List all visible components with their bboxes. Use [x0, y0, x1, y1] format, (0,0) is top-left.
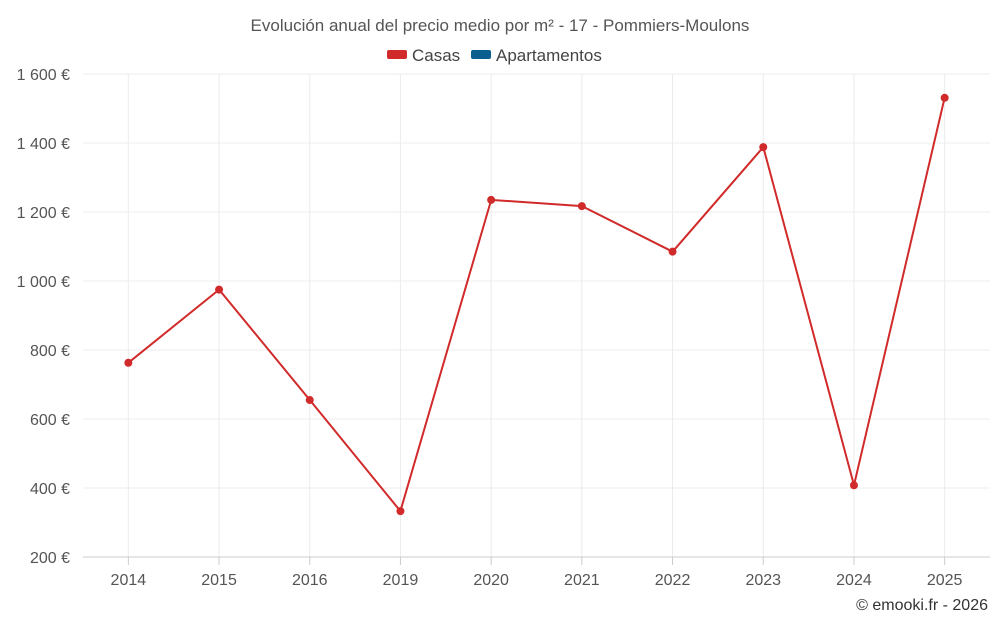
legend-label-apartamentos: Apartamentos	[496, 46, 602, 65]
data-point-casas-2024[interactable]	[849, 481, 858, 490]
chart-title: Evolución anual del precio medio por m² …	[251, 16, 750, 35]
y-tick-label: 1 400 €	[17, 136, 70, 153]
data-point-casas-2015[interactable]	[215, 285, 224, 294]
x-tick-label: 2014	[111, 572, 147, 589]
data-point-casas-2014[interactable]	[124, 358, 133, 367]
legend: Casas Apartamentos	[387, 46, 602, 65]
data-point-casas-2025[interactable]	[940, 93, 949, 102]
series-line-casas	[127, 97, 946, 514]
y-tick-label: 200 €	[30, 550, 70, 567]
data-point-casas-2022[interactable]	[668, 247, 677, 256]
x-tick-label: 2023	[745, 572, 781, 589]
x-tick-label: 2021	[564, 572, 600, 589]
x-tick-label: 2020	[473, 572, 509, 589]
legend-item-casas[interactable]: Casas	[387, 46, 460, 65]
data-point-casas-2023[interactable]	[759, 143, 768, 152]
data-point-casas-2016[interactable]	[305, 396, 314, 405]
x-tick-label: 2024	[836, 572, 872, 589]
y-tick-label: 1 600 €	[17, 67, 70, 84]
x-tick-label: 2022	[655, 572, 691, 589]
data-point-casas-2020[interactable]	[487, 195, 496, 204]
x-axis-ticks: 2014 2015 2016 2019 2020 2021 2022 2023 2024 2025	[111, 557, 963, 589]
credit-text: © emooki.fr - 2026	[856, 597, 988, 614]
legend-item-apartamentos[interactable]: Apartamentos	[471, 46, 602, 65]
x-tick-label: 2025	[927, 572, 963, 589]
y-gridlines	[83, 73, 990, 489]
y-tick-label: 1 000 €	[17, 274, 70, 291]
x-gridlines	[127, 74, 946, 557]
y-tick-label: 600 €	[30, 412, 70, 429]
legend-label-casas: Casas	[412, 46, 460, 65]
y-tick-label: 800 €	[30, 343, 70, 360]
y-tick-label: 1 200 €	[17, 205, 70, 222]
x-tick-label: 2016	[292, 572, 328, 589]
x-tick-label: 2015	[201, 572, 237, 589]
y-tick-label: 400 €	[30, 481, 70, 498]
data-point-casas-2021[interactable]	[577, 202, 586, 211]
y-axis-ticks: 200 € 400 € 600 € 800 € 1 000 € 1 200 € 1 400 …	[17, 67, 70, 567]
legend-swatch-apartamentos	[471, 50, 491, 59]
x-tick-label: 2019	[383, 572, 419, 589]
legend-swatch-casas	[387, 50, 407, 59]
series-casas	[124, 93, 949, 516]
data-point-casas-2019[interactable]	[396, 507, 405, 516]
